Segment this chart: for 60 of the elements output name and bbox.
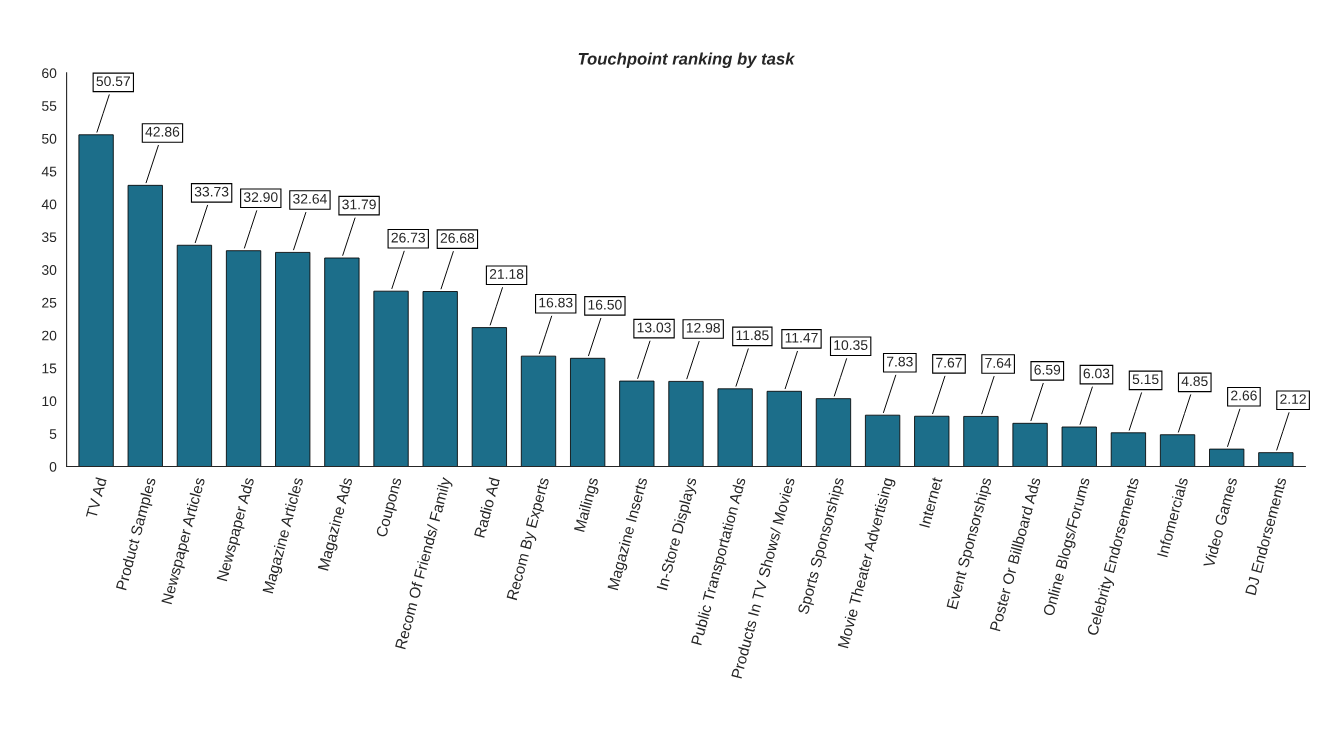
data-label: 4.85 (1181, 376, 1208, 387)
x-tick-label: Product Samples (115, 476, 159, 592)
y-tick-label: 45 (41, 166, 57, 177)
data-label: 10.35 (834, 340, 868, 350)
bar (766, 390, 802, 467)
data-label: 26.68 (440, 233, 475, 243)
y-tick-label: 0 (49, 461, 57, 472)
data-label: 42.86 (145, 126, 180, 137)
data-label: 50.57 (96, 76, 130, 87)
data-label: 16.50 (588, 299, 622, 310)
y-tick-label: 30 (41, 265, 57, 275)
data-label: 31.79 (342, 199, 376, 210)
data-label: 2.12 (1280, 394, 1306, 404)
bar (176, 244, 213, 467)
data-label: 7.64 (985, 357, 1012, 368)
bar (914, 415, 950, 467)
y-tick-label: 55 (41, 101, 57, 111)
y-tick-label: 5 (49, 429, 57, 439)
data-label: 21.18 (489, 269, 524, 279)
x-tick-label: Coupons (375, 476, 405, 539)
y-tick-label: 35 (41, 232, 57, 243)
data-label: 2.66 (1231, 390, 1257, 401)
y-tick-label: 10 (42, 396, 57, 407)
x-tick-label: Internet (919, 476, 943, 528)
bar (373, 290, 409, 467)
x-tick-label: Mailings (573, 476, 602, 533)
data-label: 7.67 (936, 357, 962, 368)
bar (275, 251, 311, 467)
bar (570, 357, 606, 467)
y-tick-label: 40 (41, 199, 57, 210)
data-label: 5.15 (1132, 374, 1159, 385)
data-label: 11.85 (736, 330, 769, 341)
data-label: 33.73 (194, 186, 229, 197)
x-tick-label: In-Store Displays (656, 476, 700, 591)
y-tick-label: 60 (42, 68, 57, 79)
bar (668, 380, 704, 467)
bar (127, 184, 163, 467)
y-tick-label: 25 (42, 297, 57, 308)
x-tick-label: TV Ad (85, 477, 107, 520)
data-label: 6.59 (1034, 364, 1061, 375)
y-tick-label: 50 (41, 133, 57, 144)
data-label: 12.98 (686, 322, 720, 333)
data-label: 32.90 (243, 192, 278, 203)
data-label: 6.03 (1083, 368, 1110, 379)
bar (963, 416, 999, 467)
data-label: 32.64 (293, 193, 327, 204)
x-tick-label: Radio Ad (473, 477, 500, 538)
bar (422, 291, 458, 467)
bar (864, 414, 901, 467)
data-label: 26.73 (391, 232, 426, 243)
data-label: 13.03 (637, 322, 671, 333)
bar (1012, 422, 1048, 467)
x-tick-label: Video Games (1202, 476, 1238, 569)
y-tick-label: 15 (42, 363, 57, 374)
data-label: 16.83 (539, 297, 573, 308)
data-label: 7.83 (887, 356, 913, 367)
x-tick-label: Recom By Experts (506, 476, 553, 601)
chart-title: Touchpoint ranking by task (578, 52, 796, 69)
y-tick-label: 20 (42, 330, 57, 341)
data-label: 11.47 (785, 332, 818, 343)
